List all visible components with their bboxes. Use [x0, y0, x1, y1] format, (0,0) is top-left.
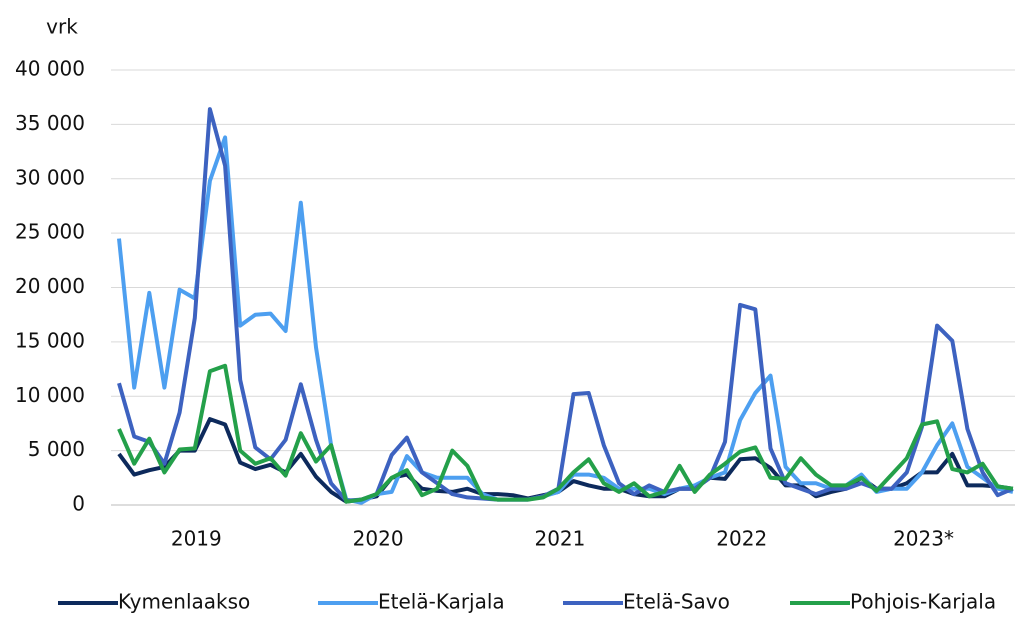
y-tick-label: 15 000 [15, 328, 85, 352]
y-tick-label: 25 000 [15, 220, 85, 244]
legend-label: Pohjois-Karjala [850, 590, 996, 614]
x-tick-label: 2022 [716, 527, 767, 551]
legend-label: Etelä-Karjala [378, 590, 505, 614]
y-axis-label: vrk [46, 15, 78, 39]
y-tick-label: 5 000 [28, 437, 85, 461]
y-tick-label: 40 000 [15, 57, 85, 81]
y-tick-label: 35 000 [15, 111, 85, 135]
x-tick-label: 2023* [893, 527, 954, 551]
legend-label: Kymenlaakso [118, 590, 250, 614]
y-tick-label: 10 000 [15, 383, 85, 407]
y-tick-label: 0 [72, 492, 85, 516]
x-tick-label: 2019 [171, 527, 222, 551]
legend-label: Etelä-Savo [623, 590, 730, 614]
series-line [117, 363, 1014, 504]
x-tick-label: 2021 [534, 527, 585, 551]
x-tick-label: 2020 [353, 527, 404, 551]
y-tick-label: 30 000 [15, 165, 85, 189]
series-line [117, 107, 1014, 503]
y-tick-label: 20 000 [15, 274, 85, 298]
